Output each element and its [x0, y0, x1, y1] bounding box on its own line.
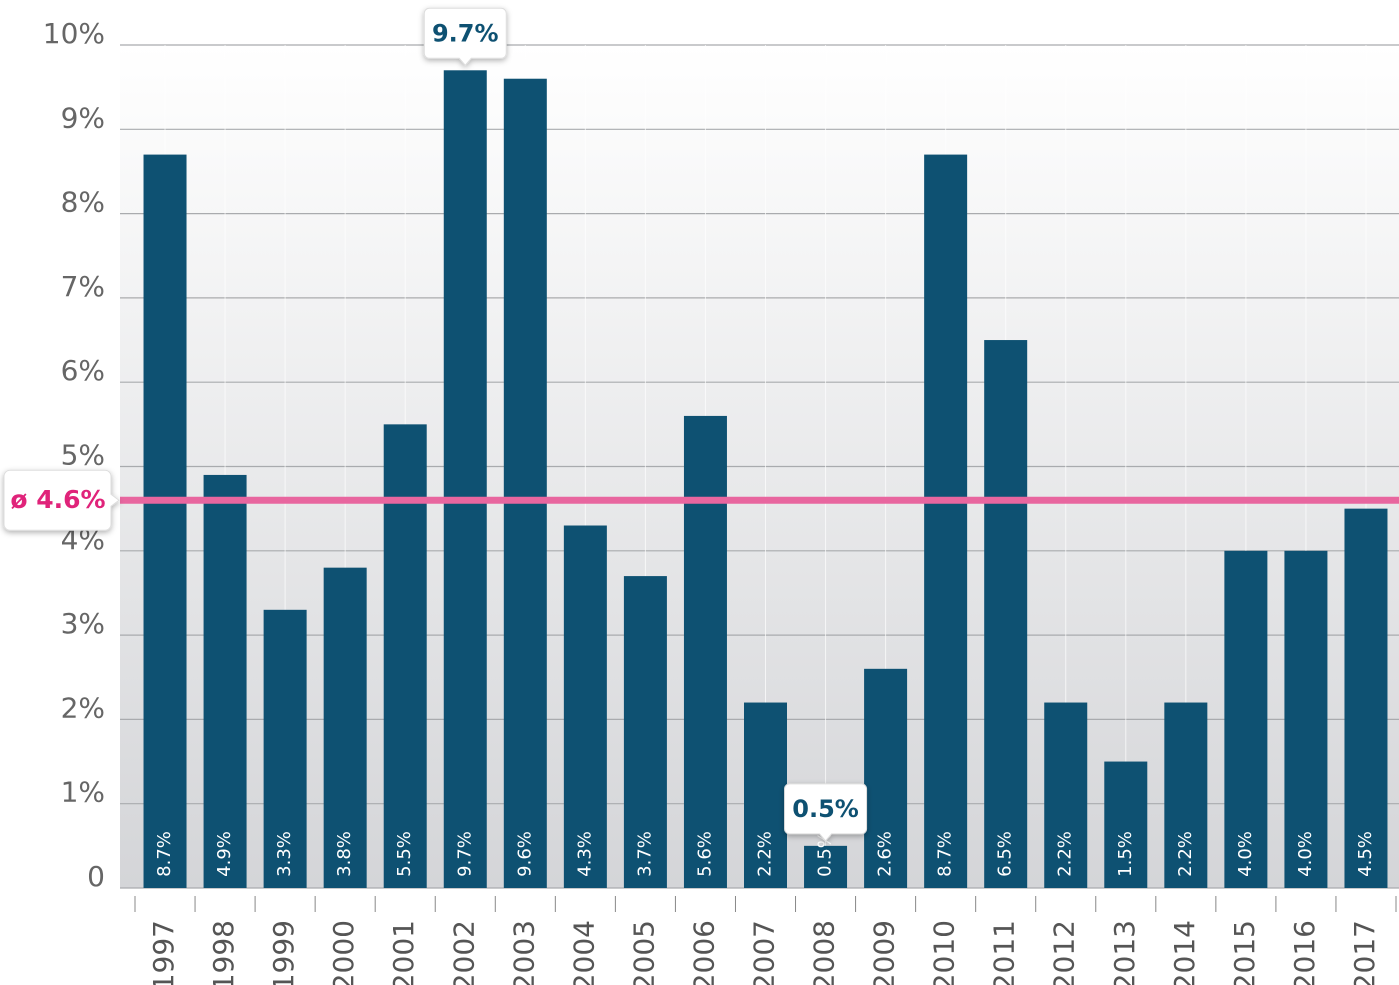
value-label: 2.6% [875, 831, 896, 877]
y-tick-label: 3% [61, 607, 105, 640]
value-label: 8.7% [935, 831, 956, 877]
bar [804, 845, 848, 888]
bar [1164, 702, 1208, 888]
bar [683, 415, 727, 888]
value-label: 0.5% [815, 831, 836, 877]
x-tick-label: 2017 [1348, 920, 1381, 985]
bar [443, 70, 487, 889]
bar [1104, 761, 1148, 888]
value-label: 1.5% [1115, 831, 1136, 877]
x-tick-label: 1999 [267, 920, 300, 985]
bar [924, 154, 968, 889]
value-label: 2.2% [1175, 831, 1196, 877]
y-tick-label: 8% [61, 186, 105, 219]
x-tick-label: 2009 [868, 920, 901, 985]
value-callout-box [423, 7, 507, 67]
value-label: 3.3% [274, 831, 295, 877]
y-tick-label: 7% [61, 270, 105, 303]
bar [1044, 702, 1088, 888]
value-label: 2.2% [755, 831, 776, 877]
bar [744, 702, 787, 888]
y-tick-label: 10% [43, 17, 105, 50]
value-label: 3.7% [634, 831, 655, 877]
x-tick-label: 2000 [327, 920, 360, 985]
value-label: 5.6% [694, 831, 715, 877]
value-callout-label: 0.5% [792, 795, 859, 823]
bar [143, 154, 187, 889]
x-tick-label: 1998 [207, 920, 240, 985]
x-tick-label: 2005 [627, 920, 660, 985]
x-tick-label: 2007 [748, 920, 781, 985]
bar [623, 576, 667, 888]
x-tick-label: 2001 [387, 920, 420, 985]
bar [203, 474, 247, 888]
bar [864, 668, 908, 888]
x-tick-label: 2006 [687, 920, 720, 985]
bar [323, 567, 367, 888]
value-callout-box [784, 783, 868, 842]
bar [1284, 550, 1328, 888]
bar [383, 424, 427, 888]
x-tick-label: 2011 [988, 920, 1021, 985]
value-label: 8.7% [154, 831, 175, 877]
value-label: 9.6% [514, 831, 535, 877]
bar [984, 340, 1028, 888]
y-tick-label: 1% [61, 776, 105, 809]
y-tick-label: 9% [61, 101, 105, 134]
y-tick-label: 5% [61, 439, 105, 472]
x-tick-label: 1997 [147, 920, 180, 985]
value-label: 3.8% [334, 831, 355, 877]
bar [1344, 508, 1388, 888]
value-label: 9.7% [454, 831, 475, 877]
value-label: 2.2% [1055, 831, 1076, 877]
x-tick-label: 2002 [447, 920, 480, 985]
average-label: ø 4.6% [10, 485, 105, 514]
value-label: 6.5% [995, 831, 1016, 877]
value-label: 4.3% [574, 831, 595, 877]
bar [1224, 550, 1268, 888]
x-tick-label: 2004 [567, 920, 600, 985]
value-label: 4.0% [1235, 831, 1256, 877]
bar [503, 78, 547, 889]
value-callout-label: 9.7% [432, 19, 499, 47]
x-tick-label: 2003 [507, 920, 540, 985]
y-tick-label: 6% [61, 354, 105, 387]
x-tick-label: 2008 [808, 920, 841, 985]
average-callout-box [3, 469, 120, 531]
value-label: 4.9% [214, 831, 235, 877]
x-tick-label: 2012 [1048, 920, 1081, 985]
value-label: 5.5% [394, 831, 415, 877]
x-tick-label: 2013 [1108, 920, 1141, 985]
bar [263, 609, 307, 888]
y-tick-label: 2% [61, 691, 105, 724]
value-label: 4.0% [1295, 831, 1316, 877]
x-tick-label: 2015 [1228, 920, 1261, 985]
x-tick-label: 2010 [928, 920, 961, 985]
bar [563, 525, 607, 888]
x-tick-label: 2014 [1168, 920, 1201, 985]
y-tick-label: 0 [87, 860, 105, 893]
x-tick-label: 2016 [1288, 920, 1321, 985]
value-label: 4.5% [1355, 831, 1376, 877]
